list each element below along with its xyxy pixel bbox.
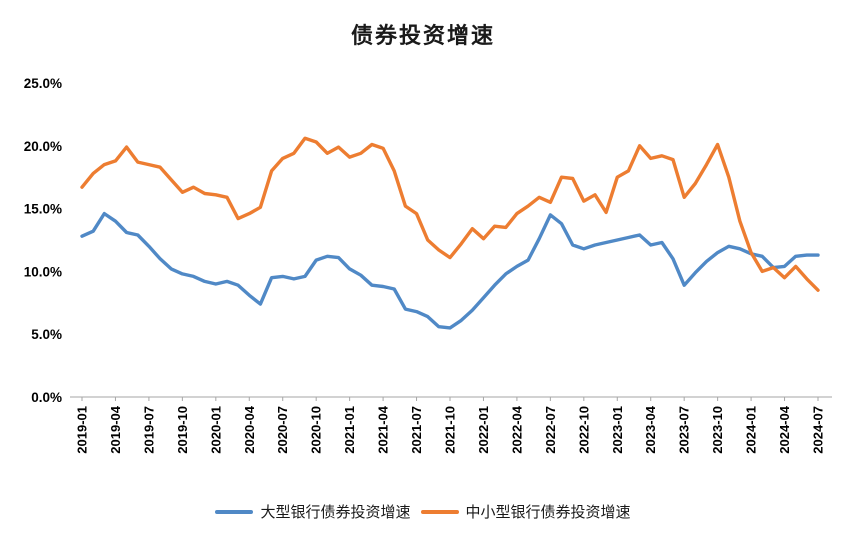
legend-swatch-small-medium-banks bbox=[420, 509, 459, 514]
x-tick-label: 2024-01 bbox=[744, 406, 759, 454]
x-tick-label: 2020-01 bbox=[208, 406, 223, 454]
x-tick-label: 2024-04 bbox=[777, 405, 792, 453]
y-tick-label: 0.0% bbox=[31, 390, 62, 405]
x-tick-label: 2021-04 bbox=[376, 405, 391, 453]
x-tick-label: 2023-10 bbox=[710, 406, 725, 454]
x-tick-label: 2019-01 bbox=[75, 406, 90, 454]
x-tick-label: 2022-04 bbox=[509, 405, 524, 453]
legend: 大型银行债券投资增速 中小型银行债券投资增速 bbox=[0, 501, 846, 522]
plot-svg: 0.0% 5.0% 10.0% 15.0% 20.0% 25.0% 2019-01 2019-… bbox=[24, 76, 832, 454]
x-tick-label: 2022-10 bbox=[576, 406, 591, 454]
legend-item-small-medium-banks: 中小型银行债券投资增速 bbox=[420, 501, 631, 522]
x-tick-label: 2020-04 bbox=[242, 405, 257, 453]
x-tick-label: 2020-07 bbox=[275, 406, 290, 454]
legend-label-large-banks: 大型银行债券投资增速 bbox=[260, 504, 411, 521]
x-tick-label: 2021-10 bbox=[443, 406, 458, 454]
chart-title: 债券投资增速 bbox=[350, 23, 495, 49]
y-tick-label: 10.0% bbox=[24, 264, 62, 279]
legend-label-small-medium-banks: 中小型银行债券投资增速 bbox=[465, 504, 631, 521]
y-tick-label: 15.0% bbox=[24, 202, 62, 217]
y-tick-label: 25.0% bbox=[24, 76, 62, 91]
x-tick-label: 2023-04 bbox=[643, 405, 658, 453]
y-tick-label: 20.0% bbox=[24, 139, 62, 154]
x-tick-label: 2019-04 bbox=[108, 405, 123, 453]
legend-swatch-large-banks bbox=[215, 509, 254, 514]
y-tick-label: 5.0% bbox=[31, 327, 62, 342]
x-tick-label: 2019-10 bbox=[175, 406, 190, 454]
x-tick-label: 2020-10 bbox=[309, 406, 324, 454]
series-line-small-medium-banks bbox=[80, 136, 820, 292]
x-tick-label: 2022-01 bbox=[476, 406, 491, 454]
x-tick-label: 2023-07 bbox=[677, 406, 692, 454]
series-line-large-banks bbox=[80, 211, 820, 330]
legend-item-large-banks: 大型银行债券投资增速 bbox=[215, 501, 411, 522]
x-tick-label: 2021-01 bbox=[342, 406, 357, 454]
x-tick-label: 2019-07 bbox=[141, 406, 156, 454]
x-tick-label: 2021-07 bbox=[409, 406, 424, 454]
x-tick-label: 2022-07 bbox=[543, 406, 558, 454]
x-tick-label: 2023-01 bbox=[610, 406, 625, 454]
x-tick-label: 2024-07 bbox=[811, 406, 826, 454]
